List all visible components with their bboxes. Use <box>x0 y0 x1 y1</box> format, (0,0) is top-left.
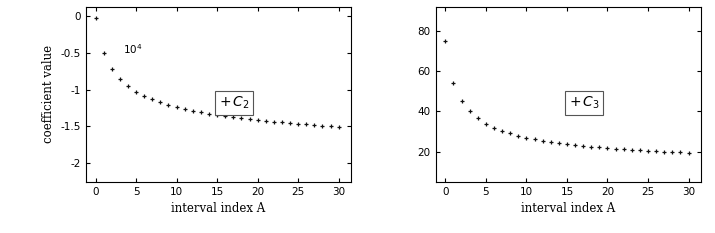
X-axis label: interval index A: interval index A <box>171 202 265 215</box>
Text: $+\,C_3$: $+\,C_3$ <box>568 95 600 111</box>
Y-axis label: coefficient value: coefficient value <box>42 45 55 144</box>
Text: $+\,C_2$: $+\,C_2$ <box>219 95 250 111</box>
X-axis label: interval index A: interval index A <box>521 202 616 215</box>
Text: $10^4$: $10^4$ <box>123 42 142 56</box>
